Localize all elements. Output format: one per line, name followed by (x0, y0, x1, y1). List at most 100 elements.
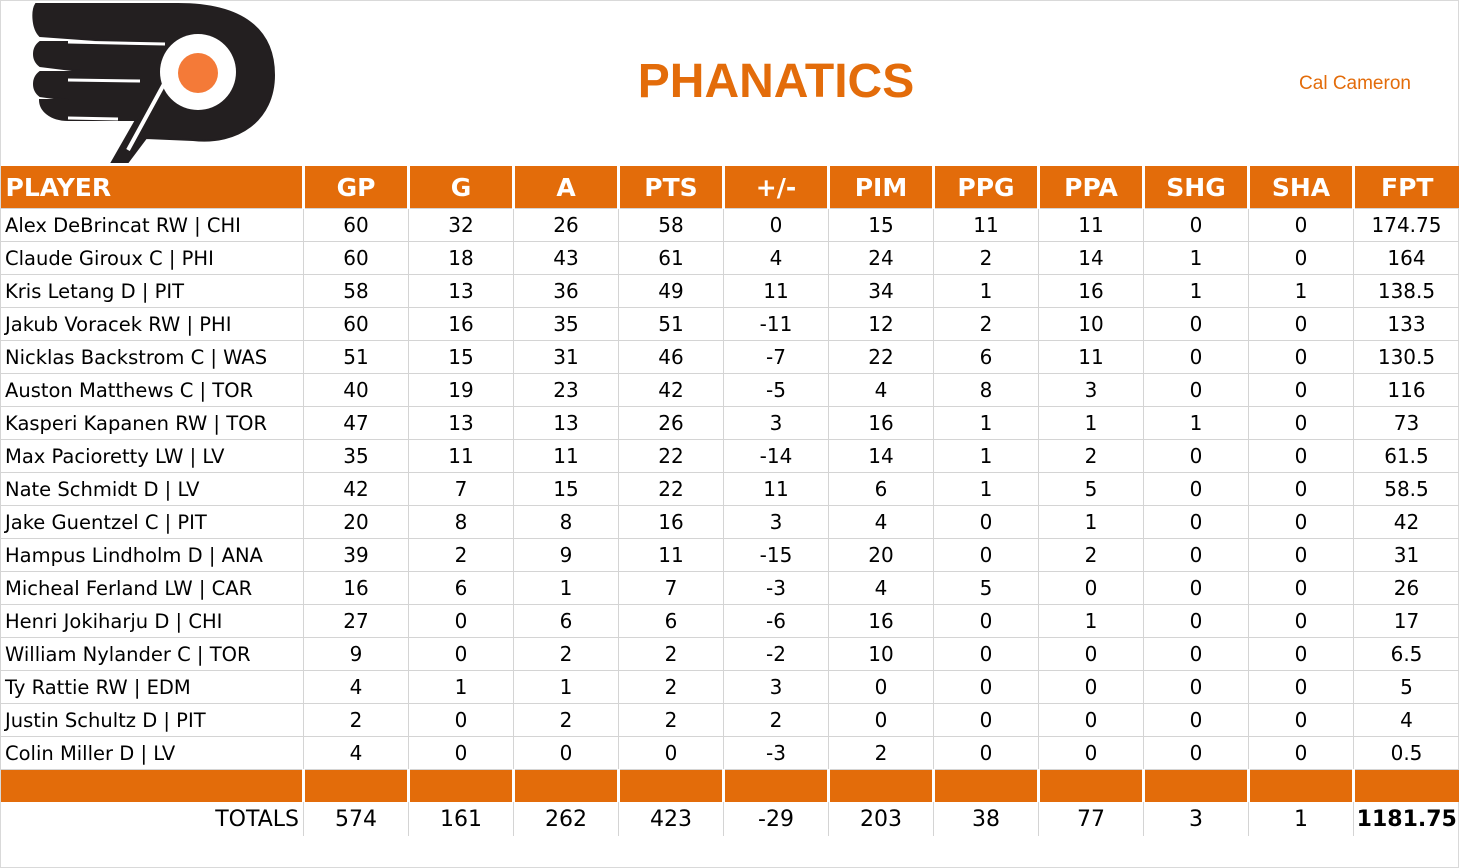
stat-cell-shg[interactable]: 0 (1143, 373, 1249, 407)
stat-cell-a[interactable]: 36 (513, 274, 619, 308)
stat-cell-plus-minus[interactable]: -6 (723, 604, 829, 638)
stat-cell-pts[interactable]: 11 (618, 538, 724, 572)
stat-cell-a[interactable]: 1 (513, 571, 619, 605)
stat-cell-pim[interactable]: 4 (828, 505, 934, 539)
stat-cell-ppa[interactable]: 0 (1038, 637, 1144, 671)
player-name-cell[interactable]: Claude Giroux C | PHI (0, 241, 304, 275)
stat-cell-shg[interactable]: 0 (1143, 637, 1249, 671)
stat-cell-ppg[interactable]: 1 (933, 406, 1039, 440)
stat-cell-pts[interactable]: 26 (618, 406, 724, 440)
stat-cell-pts[interactable]: 22 (618, 439, 724, 473)
player-name-cell[interactable]: Kris Letang D | PIT (0, 274, 304, 308)
stat-cell-gp[interactable]: 20 (303, 505, 409, 539)
stat-cell-g[interactable]: 0 (408, 736, 514, 770)
stat-cell-g[interactable]: 8 (408, 505, 514, 539)
stat-cell-ppg[interactable]: 0 (933, 736, 1039, 770)
stat-cell-a[interactable]: 8 (513, 505, 619, 539)
stat-cell-g[interactable]: 2 (408, 538, 514, 572)
column-header-pim[interactable]: PIM (827, 166, 934, 209)
stat-cell-plus-minus[interactable]: -3 (723, 736, 829, 770)
stat-cell-ppa[interactable]: 5 (1038, 472, 1144, 506)
column-header-pts[interactable]: PTS (617, 166, 724, 209)
total-cell-ppa[interactable]: 77 (1038, 802, 1144, 836)
stat-cell-sha[interactable]: 0 (1248, 406, 1354, 440)
stat-cell-plus-minus[interactable]: 3 (723, 505, 829, 539)
stat-cell-g[interactable]: 7 (408, 472, 514, 506)
stat-cell-g[interactable]: 6 (408, 571, 514, 605)
stat-cell-fpt[interactable]: 42 (1353, 505, 1459, 539)
stat-cell-shg[interactable]: 0 (1143, 670, 1249, 704)
stat-cell-ppg[interactable]: 6 (933, 340, 1039, 374)
stat-cell-pim[interactable]: 12 (828, 307, 934, 341)
stat-cell-fpt[interactable]: 26 (1353, 571, 1459, 605)
stat-cell-ppa[interactable]: 1 (1038, 406, 1144, 440)
stat-cell-g[interactable]: 11 (408, 439, 514, 473)
stat-cell-fpt[interactable]: 31 (1353, 538, 1459, 572)
stat-cell-gp[interactable]: 35 (303, 439, 409, 473)
total-cell-shg[interactable]: 3 (1143, 802, 1249, 836)
stat-cell-a[interactable]: 2 (513, 637, 619, 671)
stat-cell-shg[interactable]: 1 (1143, 274, 1249, 308)
stat-cell-g[interactable]: 19 (408, 373, 514, 407)
total-cell-a[interactable]: 262 (513, 802, 619, 836)
total-cell-fpt[interactable]: 1181.75 (1353, 802, 1459, 836)
stat-cell-pts[interactable]: 42 (618, 373, 724, 407)
stat-cell-shg[interactable]: 0 (1143, 736, 1249, 770)
stat-cell-a[interactable]: 1 (513, 670, 619, 704)
stat-cell-fpt[interactable]: 5 (1353, 670, 1459, 704)
stat-cell-fpt[interactable]: 116 (1353, 373, 1459, 407)
stat-cell-ppg[interactable]: 11 (933, 208, 1039, 242)
stat-cell-pts[interactable]: 51 (618, 307, 724, 341)
stat-cell-plus-minus[interactable]: 3 (723, 406, 829, 440)
stat-cell-g[interactable]: 16 (408, 307, 514, 341)
total-cell-pim[interactable]: 203 (828, 802, 934, 836)
stat-cell-fpt[interactable]: 17 (1353, 604, 1459, 638)
stat-cell-g[interactable]: 15 (408, 340, 514, 374)
total-cell-g[interactable]: 161 (408, 802, 514, 836)
stat-cell-pim[interactable]: 2 (828, 736, 934, 770)
stat-cell-ppg[interactable]: 0 (933, 637, 1039, 671)
stat-cell-g[interactable]: 0 (408, 703, 514, 737)
column-header-sha[interactable]: SHA (1247, 166, 1354, 209)
column-header-fpt[interactable]: FPT (1352, 166, 1459, 209)
stat-cell-fpt[interactable]: 130.5 (1353, 340, 1459, 374)
stat-cell-gp[interactable]: 51 (303, 340, 409, 374)
total-cell-sha[interactable]: 1 (1248, 802, 1354, 836)
column-header-shg[interactable]: SHG (1142, 166, 1249, 209)
stat-cell-a[interactable]: 13 (513, 406, 619, 440)
stat-cell-plus-minus[interactable]: 0 (723, 208, 829, 242)
stat-cell-gp[interactable]: 58 (303, 274, 409, 308)
stat-cell-a[interactable]: 35 (513, 307, 619, 341)
stat-cell-gp[interactable]: 42 (303, 472, 409, 506)
stat-cell-ppg[interactable]: 0 (933, 538, 1039, 572)
stat-cell-shg[interactable]: 0 (1143, 538, 1249, 572)
stat-cell-ppg[interactable]: 5 (933, 571, 1039, 605)
stat-cell-plus-minus[interactable]: 2 (723, 703, 829, 737)
stat-cell-a[interactable]: 9 (513, 538, 619, 572)
stat-cell-gp[interactable]: 4 (303, 736, 409, 770)
stat-cell-gp[interactable]: 39 (303, 538, 409, 572)
stat-cell-fpt[interactable]: 4 (1353, 703, 1459, 737)
stat-cell-plus-minus[interactable]: -3 (723, 571, 829, 605)
stat-cell-ppa[interactable]: 2 (1038, 538, 1144, 572)
stat-cell-shg[interactable]: 0 (1143, 571, 1249, 605)
column-header-plus-minus[interactable]: +/- (722, 166, 829, 209)
stat-cell-pim[interactable]: 24 (828, 241, 934, 275)
stat-cell-sha[interactable]: 0 (1248, 736, 1354, 770)
stat-cell-pim[interactable]: 16 (828, 406, 934, 440)
stat-cell-ppg[interactable]: 1 (933, 274, 1039, 308)
stat-cell-a[interactable]: 43 (513, 241, 619, 275)
stat-cell-a[interactable]: 11 (513, 439, 619, 473)
stat-cell-pts[interactable]: 46 (618, 340, 724, 374)
stat-cell-gp[interactable]: 27 (303, 604, 409, 638)
stat-cell-sha[interactable]: 0 (1248, 340, 1354, 374)
total-cell-pts[interactable]: 423 (618, 802, 724, 836)
stat-cell-sha[interactable]: 0 (1248, 439, 1354, 473)
stat-cell-shg[interactable]: 1 (1143, 241, 1249, 275)
column-header-ppg[interactable]: PPG (932, 166, 1039, 209)
stat-cell-gp[interactable]: 47 (303, 406, 409, 440)
stat-cell-ppa[interactable]: 0 (1038, 703, 1144, 737)
stat-cell-a[interactable]: 31 (513, 340, 619, 374)
stat-cell-pts[interactable]: 6 (618, 604, 724, 638)
stat-cell-a[interactable]: 6 (513, 604, 619, 638)
